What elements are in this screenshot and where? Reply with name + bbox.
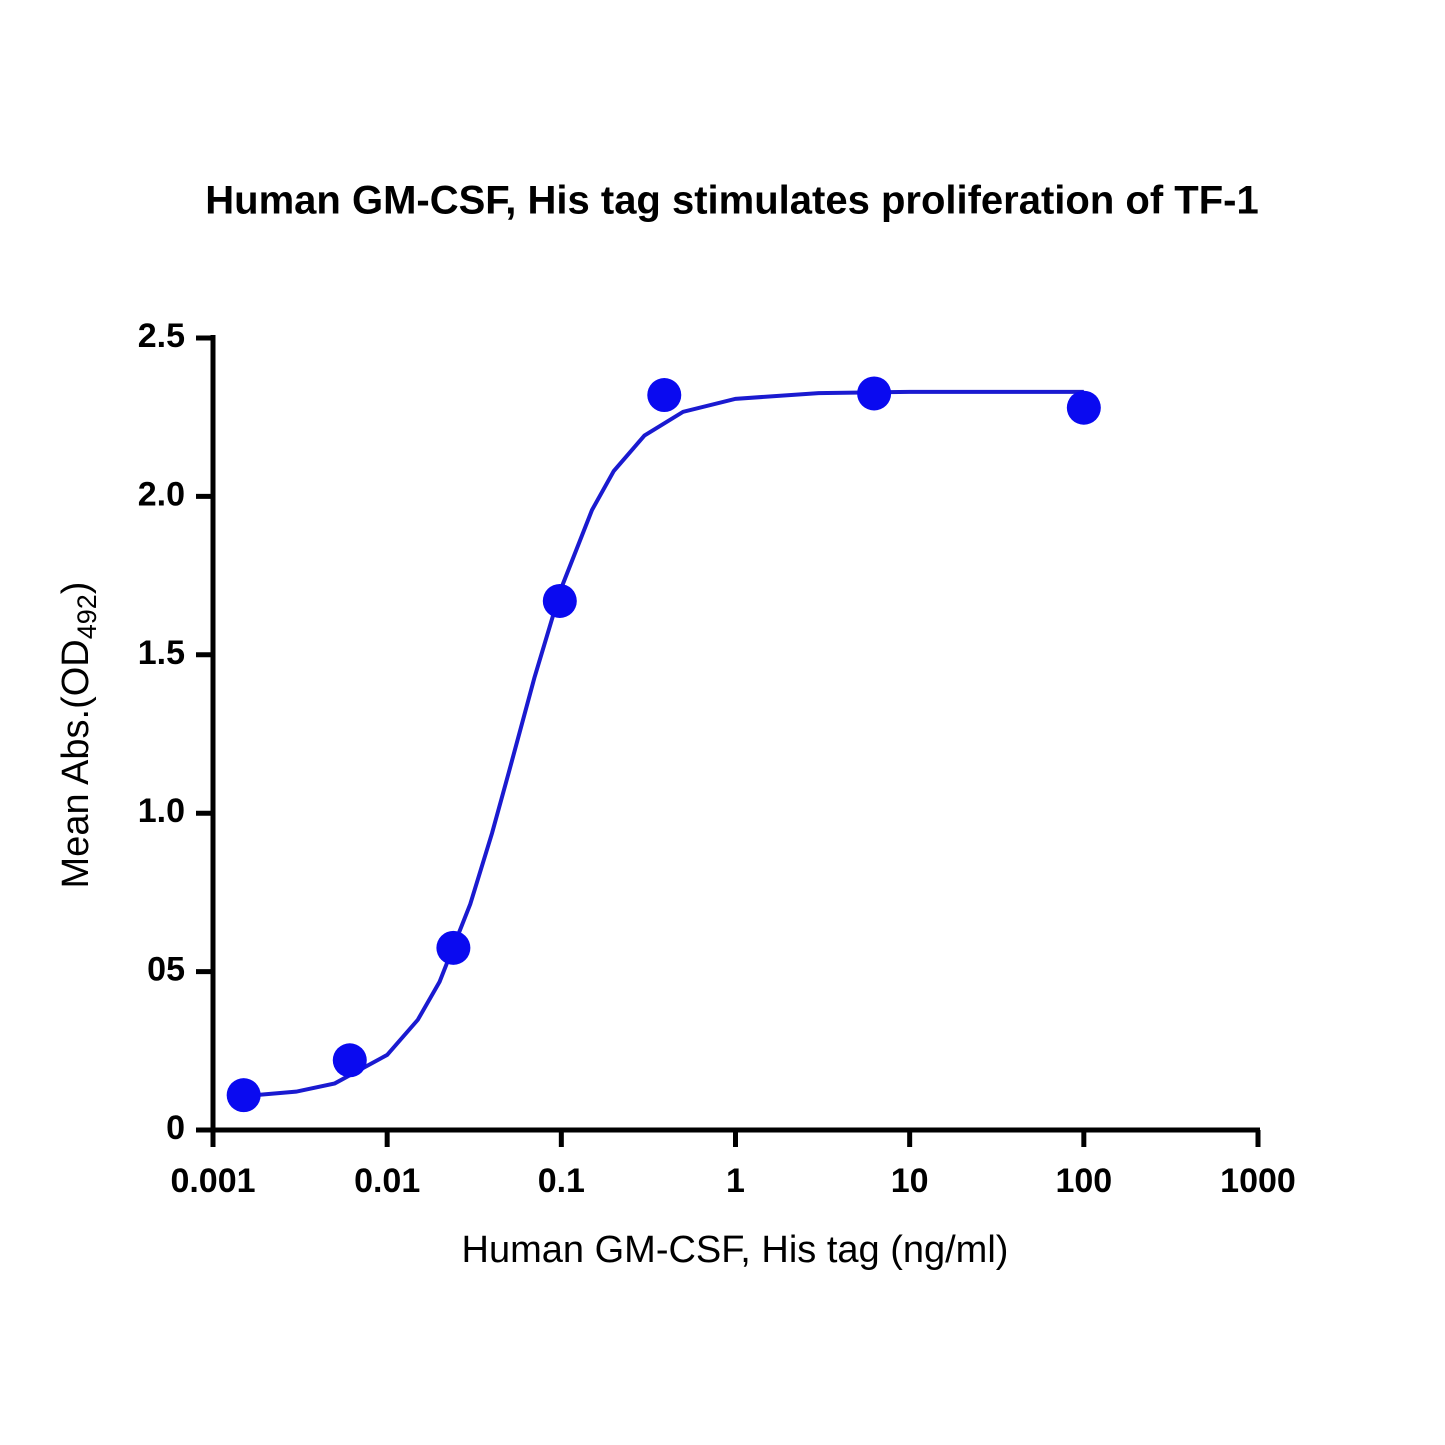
- y-label-text: Mean Abs.(OD: [55, 639, 97, 888]
- data-point: [857, 376, 892, 411]
- x-tick-label: 100: [1055, 1162, 1112, 1200]
- x-tick-label: 0.1: [538, 1162, 585, 1200]
- x-tick-label: 1: [726, 1162, 745, 1200]
- y-tick-label: 2.5: [138, 317, 185, 355]
- y-tick-label: 05: [147, 951, 185, 989]
- x-tick-label: 10: [891, 1162, 929, 1200]
- y-label-subscript: 492: [72, 594, 102, 639]
- data-point: [436, 930, 471, 965]
- x-tick-label: 0.001: [170, 1162, 255, 1200]
- y-tick-label: 2.0: [138, 475, 185, 513]
- x-tick-label: 1000: [1220, 1162, 1296, 1200]
- y-axis-label: Mean Abs.(OD492): [55, 582, 102, 889]
- y-label-end: ): [55, 582, 97, 595]
- y-tick-label: 1.5: [138, 634, 185, 672]
- data-point: [647, 378, 682, 413]
- x-tick-label: 0.01: [354, 1162, 420, 1200]
- data-point: [226, 1078, 261, 1113]
- data-point: [332, 1043, 367, 1078]
- y-tick-label: 0: [166, 1109, 185, 1147]
- y-tick-label: 1.0: [138, 792, 185, 830]
- fit-curve: [243, 389, 1084, 1099]
- chart-title: Human GM-CSF, His tag stimulates prolife…: [205, 179, 1258, 223]
- data-point: [1066, 390, 1101, 425]
- data-point: [542, 583, 577, 618]
- x-axis-label: Human GM-CSF, His tag (ng/ml): [462, 1229, 1009, 1271]
